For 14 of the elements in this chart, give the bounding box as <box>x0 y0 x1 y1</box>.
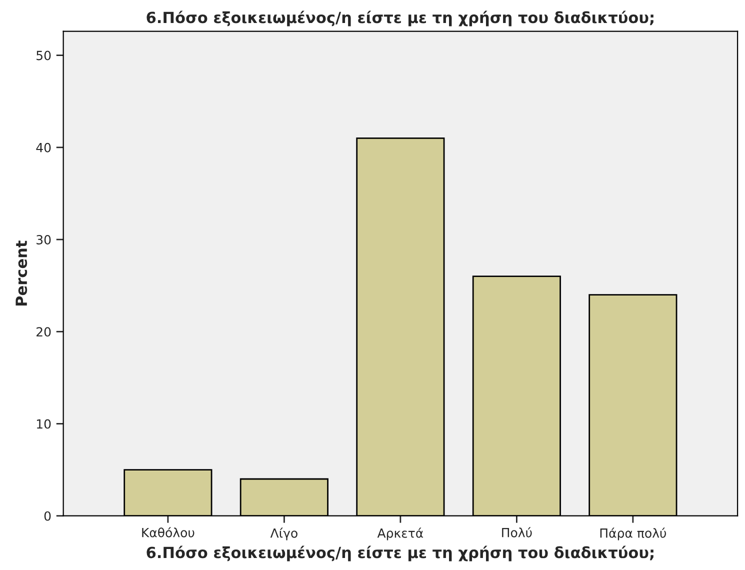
y-tick-label: 10 <box>36 419 51 429</box>
y-tick-label: 50 <box>36 50 51 60</box>
y-tick-label: 20 <box>36 327 51 337</box>
x-tick-label: Καθόλου <box>142 527 194 538</box>
y-tick-label: 0 <box>44 511 51 521</box>
x-tick-label: Πάρα πολύ <box>600 528 666 540</box>
y-axis-title: Percent <box>16 240 28 306</box>
chart-title: 6.Πόσο εξοικειωμένος/η είστε με τη χρήση του διαδικτύου; <box>146 10 654 26</box>
y-tick-label: 30 <box>36 234 51 244</box>
y-tick-label: 40 <box>36 142 51 152</box>
x-tick-label: Αρκετά <box>377 528 424 540</box>
x-axis-title: 6.Πόσο εξοικειωμένος/η είστε με τη χρήση του διαδικτύου; <box>146 546 654 562</box>
x-tick-label: Πολύ <box>502 527 532 538</box>
x-tick-label: Λίγο <box>270 528 298 540</box>
